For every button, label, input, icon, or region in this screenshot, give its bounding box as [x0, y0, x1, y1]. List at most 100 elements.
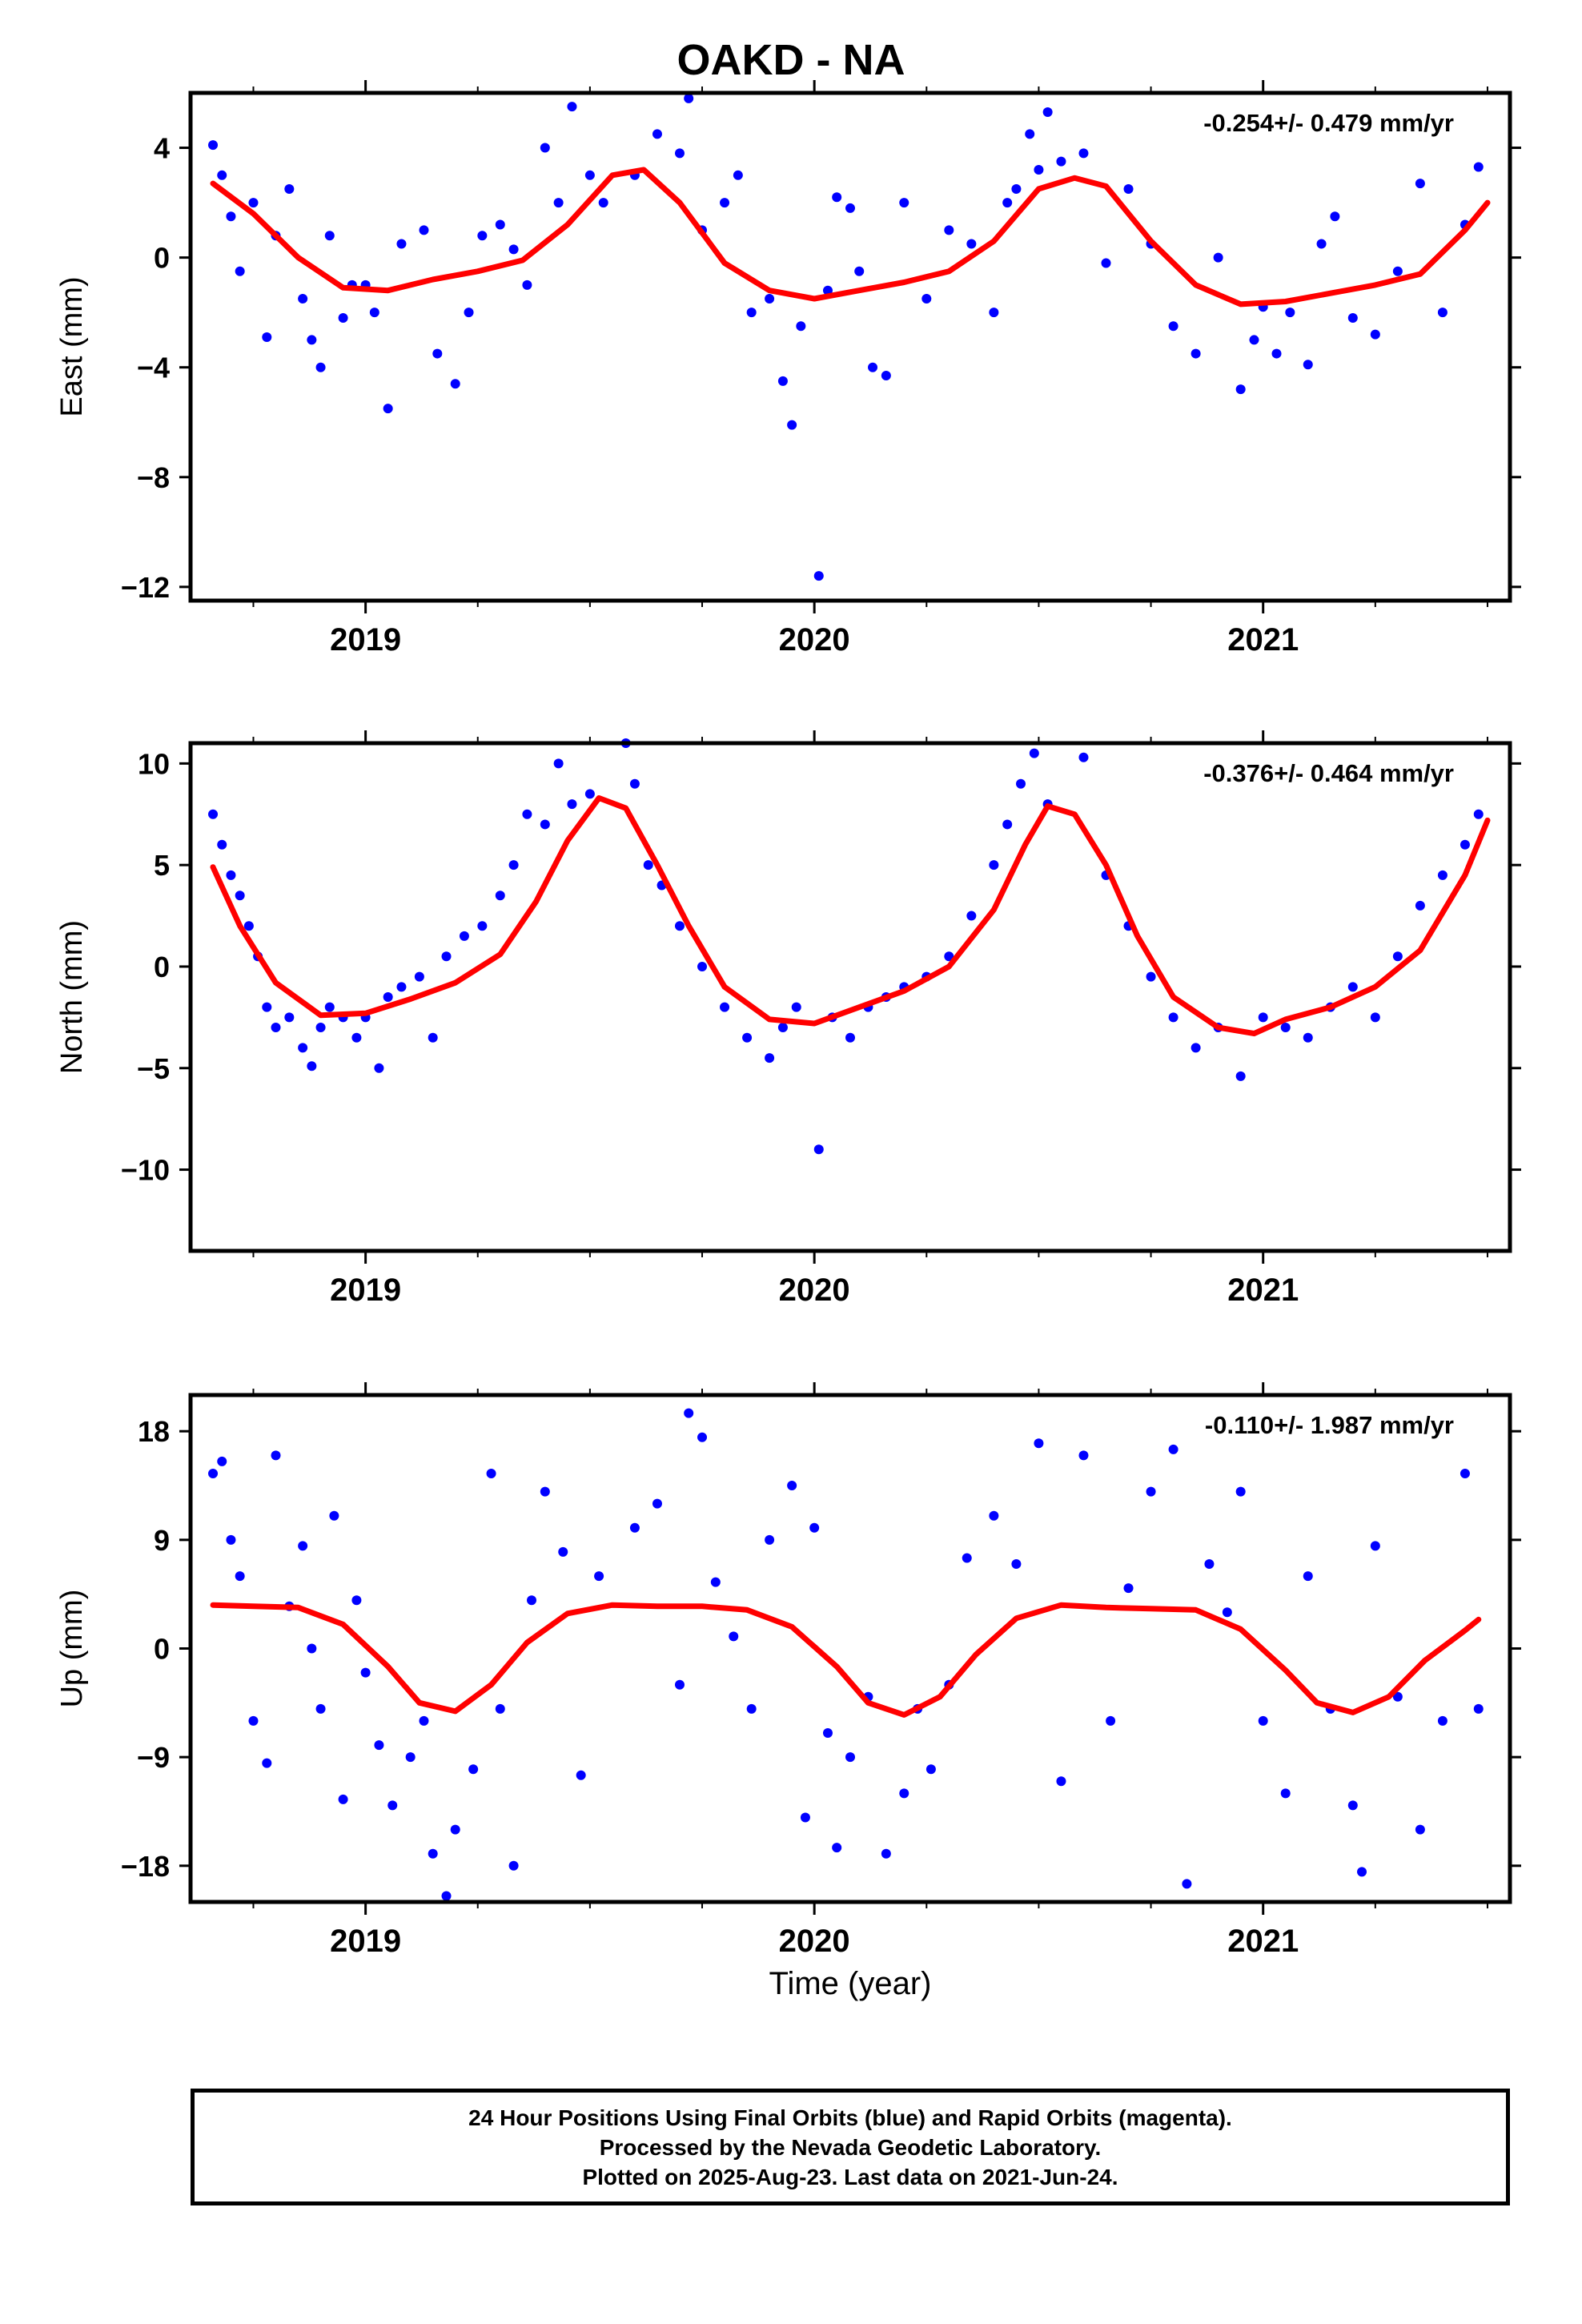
east-data-point [1123, 183, 1134, 194]
east-data-point [733, 170, 743, 180]
north-data-point [1016, 778, 1026, 789]
up-data-point [1204, 1559, 1215, 1569]
east-data-point [746, 308, 757, 318]
east-data-point [338, 313, 348, 324]
north-data-point [374, 1063, 384, 1073]
east-data-point [822, 285, 833, 296]
east-fit-line [210, 167, 1491, 308]
up-xtick-label: 2020 [779, 1924, 850, 1959]
up-data-point [800, 1812, 810, 1823]
north-data-point [441, 951, 452, 962]
up-data-point [684, 1408, 694, 1418]
east-data-point [598, 198, 608, 208]
up-data-point [405, 1752, 416, 1763]
north-data-point [217, 839, 227, 850]
up-xtick-label: 2019 [330, 1924, 401, 1959]
up-data-point [441, 1891, 452, 1901]
north-data-point [414, 971, 424, 982]
east-data-point [284, 183, 295, 194]
north-data-point [298, 1043, 308, 1053]
up-data-point [899, 1788, 909, 1799]
north-data-point [284, 1012, 295, 1023]
north-data-point [765, 1053, 775, 1063]
up-data-point [468, 1764, 479, 1775]
east-data-point [868, 362, 878, 372]
up-data-point [1078, 1450, 1089, 1461]
footer-line-3: Plotted on 2025-Aug-23. Last data on 202… [582, 2164, 1118, 2189]
east-data-point [508, 244, 519, 255]
up-data-point [271, 1450, 281, 1461]
up-ytick-label: 9 [154, 1524, 170, 1557]
east-ytick-label: −8 [137, 461, 170, 494]
north-data-point [777, 1023, 788, 1033]
east-data-point [652, 129, 662, 139]
north-data-point [720, 1002, 730, 1012]
up-data-point [1056, 1776, 1066, 1787]
east-data-point [248, 198, 259, 208]
up-data-point [710, 1577, 721, 1587]
up-data-point [495, 1703, 505, 1714]
east-data-point [1025, 129, 1035, 139]
north-data-point [540, 819, 550, 830]
east-data-point [674, 148, 685, 159]
north-data-point [1437, 870, 1447, 880]
east-data-point [432, 348, 443, 359]
up-ytick-label: −9 [137, 1741, 170, 1774]
up-data-point [351, 1595, 362, 1606]
up-data-point [594, 1571, 604, 1582]
north-data-point [966, 911, 977, 921]
east-data-point [450, 379, 460, 389]
north-data-point [1370, 1012, 1380, 1023]
up-data-point [926, 1764, 936, 1775]
up-data-point [262, 1758, 272, 1768]
up-data-point [1034, 1438, 1044, 1449]
north-data-point [1191, 1043, 1201, 1053]
up-data-point [315, 1703, 326, 1714]
east-data-point [832, 192, 842, 203]
north-data-point [477, 921, 488, 931]
up-data-point [1347, 1800, 1358, 1811]
north-ytick-label: 0 [154, 951, 170, 983]
up-data-point [989, 1510, 999, 1521]
up-ytick-label: 0 [154, 1633, 170, 1666]
east-data-point [796, 321, 806, 332]
east-data-point [1042, 107, 1053, 117]
up-data-point [674, 1679, 685, 1690]
up-ylabel: Up (mm) [55, 1590, 89, 1708]
north-data-point [262, 1002, 272, 1012]
up-data-point [558, 1546, 568, 1557]
north-data-point [989, 860, 999, 870]
north-data-point [226, 870, 236, 880]
north-ylabel: North (mm) [55, 920, 89, 1074]
up-data-point [809, 1522, 820, 1533]
up-data-point [329, 1510, 339, 1521]
east-data-point [813, 571, 824, 581]
east-data-point [1168, 321, 1178, 332]
up-data-point [729, 1631, 739, 1642]
east-ytick-label: 4 [154, 132, 170, 165]
north-data-point [208, 809, 219, 819]
east-data-point [208, 140, 219, 151]
east-data-point [553, 198, 564, 208]
east-data-point [383, 404, 393, 414]
north-data-point [1392, 951, 1403, 962]
north-data-point [791, 1002, 801, 1012]
north-data-point [495, 891, 505, 901]
up-data-point [1370, 1541, 1380, 1551]
east-data-point [854, 266, 865, 276]
north-data-point [1258, 1012, 1268, 1023]
east-data-point [720, 198, 730, 208]
up-data-point [208, 1468, 219, 1478]
east-data-point [684, 93, 694, 103]
north-data-point [307, 1061, 317, 1072]
up-data-point [1011, 1559, 1022, 1569]
east-data-point [845, 203, 855, 213]
north-ytick-label: −10 [121, 1154, 170, 1187]
north-data-point [1347, 982, 1358, 992]
east-data-point [217, 170, 227, 180]
north-data-point [567, 799, 577, 810]
north-data-point [1280, 1023, 1291, 1033]
east-data-point [1392, 266, 1403, 276]
east-data-point [1316, 239, 1327, 249]
